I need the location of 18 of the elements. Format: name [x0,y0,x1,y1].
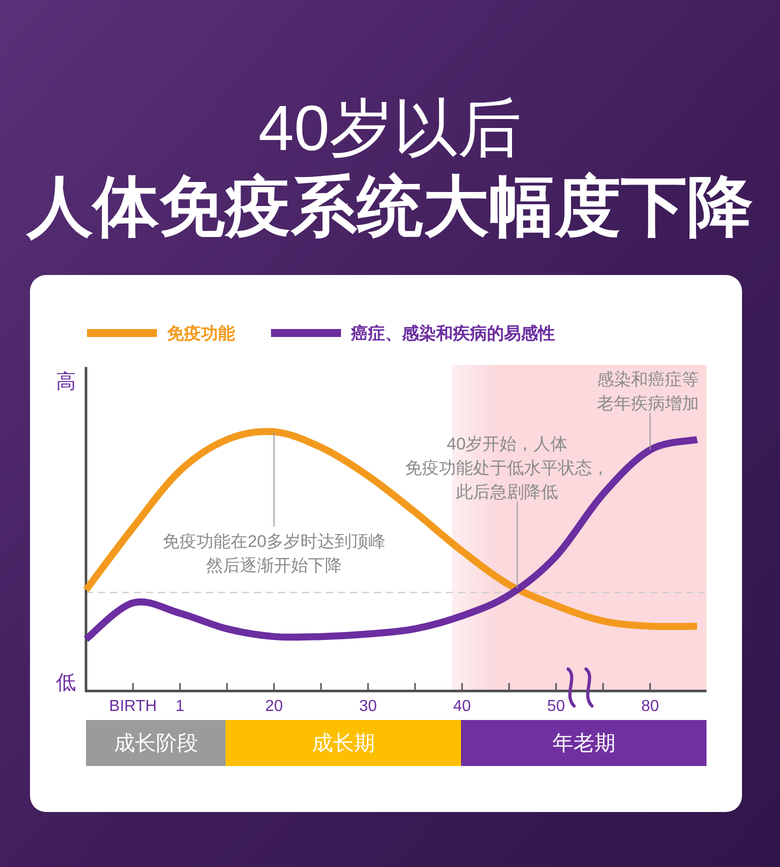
text: 高 [56,370,76,393]
chart-subtitle: 人体免疫系统大幅度下降 [25,169,753,243]
x-tick-label: 50 [547,698,566,715]
x-tick-label: BIRTH [109,698,157,715]
category-label: 成长期 [312,732,375,755]
x-tick-label: 80 [641,698,660,715]
text: 低 [56,672,76,694]
annotation: 感染和癌症等老年疾病增加 [597,370,700,450]
annotation: 感染和癌症等老年疾病增加 [597,370,700,413]
x-tick-label: 1 [176,698,185,715]
legend-label: 免疫功能 [166,324,235,343]
chart-title: 40岁以后 [258,92,522,164]
x-tick-label: 30 [359,698,378,715]
legend-label: 癌症、感染和疾病的易感性 [350,324,555,343]
category-label: 年老期 [552,732,616,755]
x-tick-label: 20 [265,698,284,715]
category-label: 成长阶段 [114,732,198,755]
x-tick-label: 40 [453,698,472,715]
